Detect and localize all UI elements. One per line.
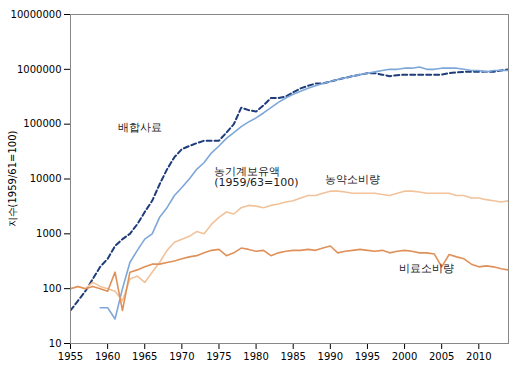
svg-text:1970: 1970: [169, 351, 194, 362]
svg-text:1990: 1990: [318, 351, 343, 362]
svg-text:농기계보유액(1959/63=100): 농기계보유액(1959/63=100): [214, 165, 299, 189]
svg-text:배합사료: 배합사료: [118, 121, 162, 134]
svg-text:지수(1959/61=100): 지수(1959/61=100): [7, 130, 18, 227]
svg-text:1975: 1975: [206, 351, 231, 362]
svg-text:1965: 1965: [132, 351, 157, 362]
svg-text:1955: 1955: [58, 351, 83, 362]
svg-text:10000: 10000: [30, 173, 62, 184]
svg-text:100000: 100000: [23, 118, 61, 129]
svg-text:2005: 2005: [429, 351, 454, 362]
svg-text:1960: 1960: [95, 351, 120, 362]
svg-text:1980: 1980: [243, 351, 268, 362]
svg-text:10000000: 10000000: [11, 9, 62, 20]
svg-text:1985: 1985: [280, 351, 305, 362]
svg-text:100: 100: [42, 283, 61, 294]
svg-text:10: 10: [49, 338, 62, 349]
svg-text:1000000: 1000000: [17, 64, 62, 75]
svg-text:1000: 1000: [36, 228, 61, 239]
svg-text:2010: 2010: [466, 351, 491, 362]
svg-text:비료소비량: 비료소비량: [399, 262, 454, 275]
svg-text:1995: 1995: [355, 351, 380, 362]
svg-text:농약소비량: 농약소비량: [325, 173, 380, 186]
svg-text:2000: 2000: [392, 351, 417, 362]
